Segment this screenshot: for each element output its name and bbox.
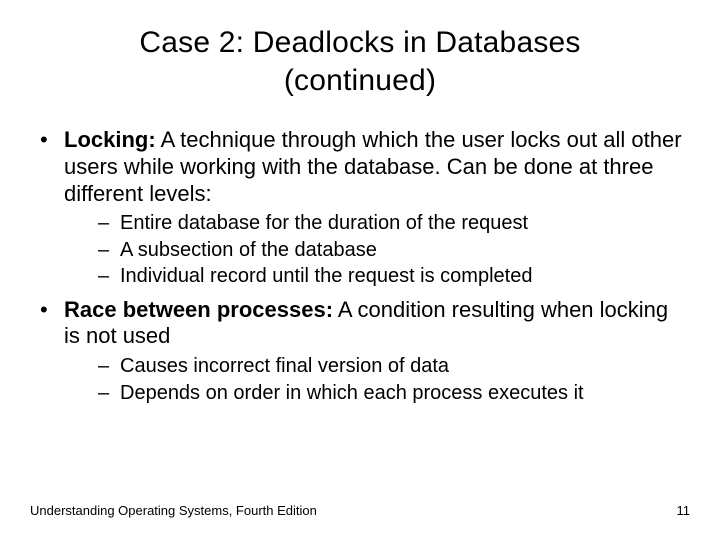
sub-bullet-item: Individual record until the request is c… bbox=[98, 264, 690, 288]
bullet-item: Locking: A technique through which the u… bbox=[36, 127, 690, 289]
sub-bullet-list: Causes incorrect final version of data D… bbox=[98, 354, 690, 405]
sub-bullet-list: Entire database for the duration of the … bbox=[98, 211, 690, 288]
bullet-lead: Locking: bbox=[64, 127, 156, 152]
bullet-text: A technique through which the user locks… bbox=[64, 127, 682, 206]
sub-bullet-item: Causes incorrect final version of data bbox=[98, 354, 690, 378]
bullet-list: Locking: A technique through which the u… bbox=[36, 127, 690, 405]
title-line-1: Case 2: Deadlocks in Databases bbox=[139, 26, 580, 59]
sub-bullet-item: Depends on order in which each process e… bbox=[98, 381, 690, 405]
sub-bullet-item: A subsection of the database bbox=[98, 238, 690, 262]
footer-source: Understanding Operating Systems, Fourth … bbox=[30, 503, 317, 518]
slide-body: Locking: A technique through which the u… bbox=[30, 127, 690, 405]
footer: Understanding Operating Systems, Fourth … bbox=[30, 503, 690, 518]
bullet-item: Race between processes: A condition resu… bbox=[36, 297, 690, 405]
page-number: 11 bbox=[677, 503, 691, 518]
sub-bullet-item: Entire database for the duration of the … bbox=[98, 211, 690, 235]
slide: Case 2: Deadlocks in Databases (continue… bbox=[0, 0, 720, 540]
slide-title: Case 2: Deadlocks in Databases (continue… bbox=[30, 24, 690, 99]
title-line-2: (continued) bbox=[284, 64, 436, 97]
bullet-lead: Race between processes: bbox=[64, 297, 333, 322]
